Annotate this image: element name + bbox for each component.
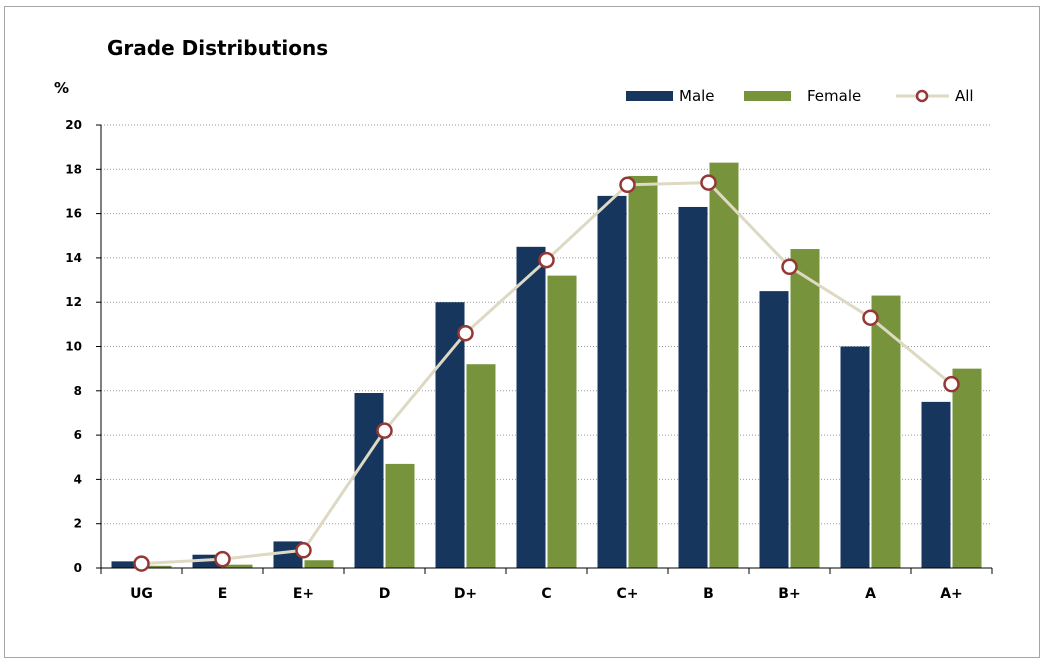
- legend-label-male: Male: [679, 87, 715, 105]
- point-all-E+: [295, 542, 312, 559]
- legend: Male Female All: [626, 87, 974, 105]
- y-tick-label: 20: [65, 118, 82, 132]
- y-tick-label: 8: [74, 384, 82, 398]
- bar-male-C+: [597, 195, 627, 568]
- y-tick-label: 16: [65, 207, 82, 221]
- bar-male-C: [516, 246, 546, 568]
- x-tick-label: C+: [616, 586, 638, 602]
- bar-female-B: [709, 162, 739, 568]
- x-tick-label: D: [379, 586, 391, 602]
- point-all-C+: [619, 176, 636, 194]
- bar-male-D: [354, 393, 384, 568]
- bars: [111, 162, 982, 569]
- bar-female-D+: [466, 364, 496, 568]
- all-series-line: [133, 174, 960, 572]
- y-tick-label: 4: [74, 472, 82, 486]
- x-tick-labels: UG E E+ D D+ C C+ B B+ A A+: [130, 586, 963, 602]
- bar-male-UG: [111, 561, 141, 568]
- bar-male-B+: [759, 291, 789, 568]
- legend-label-all: All: [955, 87, 974, 105]
- bar-female-E+: [304, 560, 334, 568]
- bar-female-A+: [952, 368, 982, 568]
- legend-label-female: Female: [807, 87, 861, 105]
- bar-male-B: [678, 206, 708, 568]
- point-all-C: [538, 251, 555, 269]
- x-tick-label: E+: [293, 586, 314, 602]
- bar-female-D: [385, 463, 415, 568]
- bar-female-C: [547, 275, 577, 568]
- y-tick-label: 0: [74, 561, 82, 575]
- x-tick-label: B: [703, 586, 714, 602]
- bar-female-B+: [790, 249, 820, 569]
- x-tick-label: E: [218, 586, 228, 602]
- y-tick-labels: 0 2 4 6 8 10 12 14 16 18 20: [65, 118, 82, 575]
- line-all: [141, 181, 953, 566]
- point-all-UG: [133, 555, 150, 572]
- y-tick-label: 12: [65, 295, 82, 309]
- legend-marker-all: [915, 89, 929, 103]
- x-tick-label: B+: [778, 586, 800, 602]
- point-all-B+: [781, 258, 798, 276]
- bar-male-D+: [435, 302, 465, 568]
- legend-swatch-male: [626, 91, 673, 101]
- point-all-E: [214, 550, 231, 568]
- point-all-A: [862, 309, 879, 326]
- y-tick-label: 6: [74, 428, 82, 442]
- bar-female-C+: [628, 175, 658, 568]
- x-tick-label: C: [541, 586, 551, 602]
- x-tick-label: A: [865, 586, 876, 602]
- bar-female-A: [871, 295, 901, 568]
- y-tick-label: 18: [65, 162, 82, 176]
- point-all-A+: [943, 375, 960, 393]
- bar-female-E: [223, 564, 253, 568]
- x-tick-label: UG: [130, 586, 153, 602]
- point-all-D: [376, 422, 393, 439]
- point-all-B: [700, 174, 717, 191]
- y-tick-label: 2: [74, 517, 82, 531]
- chart-title: Grade Distributions: [107, 36, 328, 60]
- y-tick-label: 10: [65, 340, 82, 354]
- bar-male-A+: [921, 401, 951, 568]
- axes: [96, 124, 993, 574]
- y-tick-label: 14: [65, 251, 82, 265]
- bar-female-UG: [142, 565, 172, 568]
- x-tick-label: D+: [454, 586, 477, 602]
- x-tick-label: A+: [940, 586, 963, 602]
- point-all-D+: [457, 324, 474, 342]
- bar-male-A: [840, 346, 870, 568]
- legend-swatch-female: [744, 91, 791, 101]
- y-axis-label: %: [54, 79, 69, 97]
